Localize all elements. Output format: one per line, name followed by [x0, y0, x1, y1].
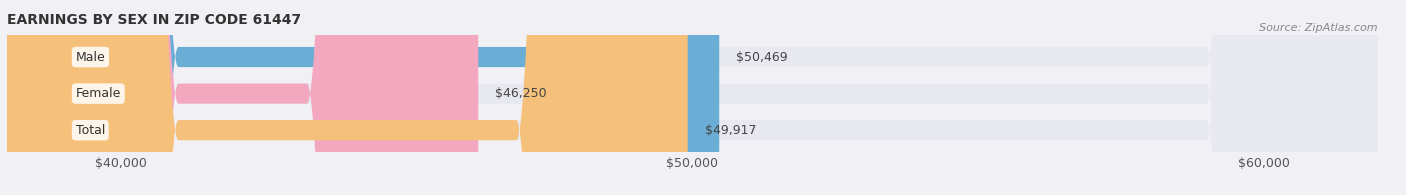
- FancyBboxPatch shape: [7, 0, 1378, 195]
- FancyBboxPatch shape: [7, 0, 688, 195]
- FancyBboxPatch shape: [7, 0, 1378, 195]
- FancyBboxPatch shape: [7, 0, 720, 195]
- Text: $46,250: $46,250: [495, 87, 547, 100]
- Text: Total: Total: [76, 124, 105, 137]
- FancyBboxPatch shape: [7, 0, 1378, 195]
- Text: $50,469: $50,469: [737, 51, 787, 64]
- Text: Source: ZipAtlas.com: Source: ZipAtlas.com: [1260, 23, 1378, 33]
- FancyBboxPatch shape: [7, 0, 478, 195]
- Text: EARNINGS BY SEX IN ZIP CODE 61447: EARNINGS BY SEX IN ZIP CODE 61447: [7, 13, 301, 27]
- Text: Male: Male: [76, 51, 105, 64]
- Text: $49,917: $49,917: [704, 124, 756, 137]
- Text: Female: Female: [76, 87, 121, 100]
